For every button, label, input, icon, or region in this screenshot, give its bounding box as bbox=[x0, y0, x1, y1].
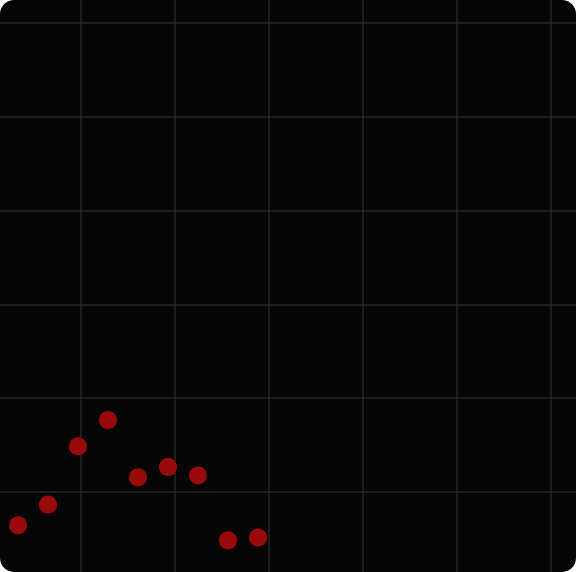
scatter-point bbox=[249, 528, 267, 547]
scatter-point bbox=[9, 516, 27, 535]
scatter-point bbox=[129, 468, 147, 487]
scatter-point bbox=[159, 458, 177, 477]
data-points bbox=[9, 411, 267, 550]
scatter-point bbox=[39, 495, 57, 514]
scatter-point bbox=[69, 437, 87, 456]
scatter-point bbox=[219, 531, 237, 550]
scatter-point bbox=[189, 466, 207, 485]
scatter-point bbox=[99, 411, 117, 430]
